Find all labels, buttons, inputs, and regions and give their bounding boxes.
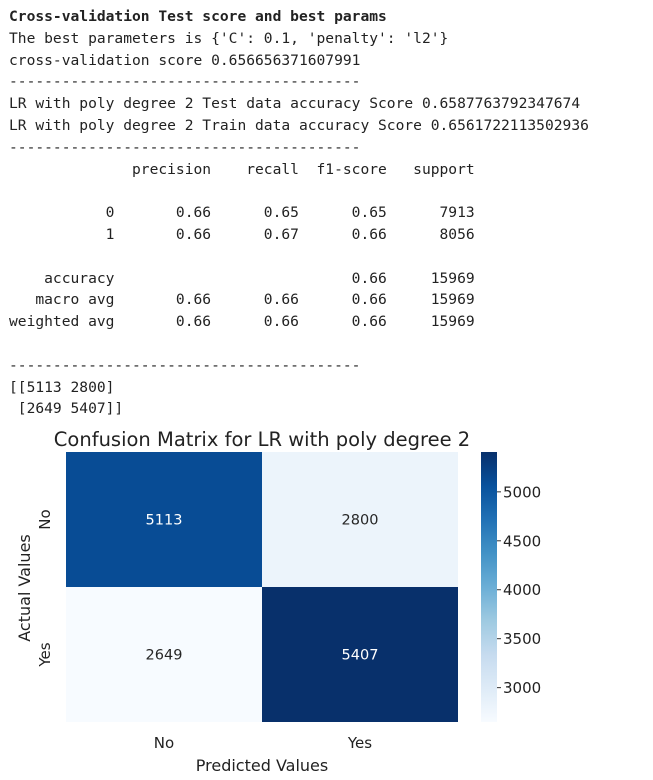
output-line	[9, 246, 649, 268]
colorbar-tick-label: 3000	[503, 679, 541, 697]
output-line: ----------------------------------------	[9, 73, 361, 91]
x-tick-labels: No Yes	[154, 734, 372, 752]
output-line: 0 0.66 0.65 0.65 7913	[9, 204, 475, 222]
y-tick-label: No	[36, 509, 54, 529]
output-heading: Cross-validation Test score and best par…	[9, 8, 387, 25]
heatmap-cells: 5113 2800 2649 5407	[66, 452, 458, 722]
output-line	[9, 180, 649, 202]
output-line: ----------------------------------------	[9, 356, 361, 374]
colorbar-tick-label: 4500	[503, 532, 541, 550]
output-line: weighted avg 0.66 0.66 0.66 15969	[9, 313, 475, 331]
output-line: macro avg 0.66 0.66 0.66 15969	[9, 291, 475, 309]
colorbar-ticks: 3000 3500 4000 4500 5000	[497, 483, 541, 697]
output-line	[9, 333, 649, 355]
output-line: precision recall f1-score support	[9, 160, 475, 178]
output-line: 1 0.66 0.67 0.66 8056	[9, 225, 475, 243]
output-line: [[5113 2800]	[9, 378, 115, 396]
output-line: ----------------------------------------	[9, 138, 361, 156]
heatmap-cell	[262, 452, 458, 587]
cell-value-label: 2649	[146, 648, 183, 664]
output-line: The best parameters is {'C': 0.1, 'penal…	[9, 29, 449, 47]
output-line: cross-validation score 0.656656371607991	[9, 51, 361, 69]
output-lines: The best parameters is {'C': 0.1, 'penal…	[9, 28, 649, 420]
y-tick-labels: No Yes	[36, 509, 54, 667]
colorbar-tick-label: 5000	[503, 483, 541, 501]
colorbar	[481, 452, 497, 722]
x-tick-label: Yes	[347, 734, 372, 752]
cell-value-label: 5113	[146, 513, 183, 529]
y-tick-label: Yes	[36, 642, 54, 667]
notebook-output: Cross-validation Test score and best par…	[9, 6, 649, 420]
y-axis-label: Actual Values	[15, 534, 34, 641]
heatmap-cell	[66, 587, 262, 722]
cell-value-label: 2800	[342, 513, 379, 529]
heatmap-cell	[262, 587, 458, 722]
chart-title: Confusion Matrix for LR with poly degree…	[54, 428, 470, 451]
output-line: accuracy 0.66 15969	[9, 269, 475, 287]
confusion-matrix-figure: Confusion Matrix for LR with poly degree…	[15, 428, 541, 775]
output-line: LR with poly degree 2 Train data accurac…	[9, 116, 589, 134]
colorbar-tick-label: 3500	[503, 630, 541, 648]
x-axis-label: Predicted Values	[196, 756, 328, 775]
heatmap-cell	[66, 452, 262, 587]
output-line: [2649 5407]]	[9, 400, 124, 418]
cell-value-label: 5407	[342, 648, 379, 664]
colorbar-tick-label: 4000	[503, 581, 541, 599]
output-line: LR with poly degree 2 Test data accuracy…	[9, 95, 581, 113]
x-tick-label: No	[154, 734, 174, 752]
